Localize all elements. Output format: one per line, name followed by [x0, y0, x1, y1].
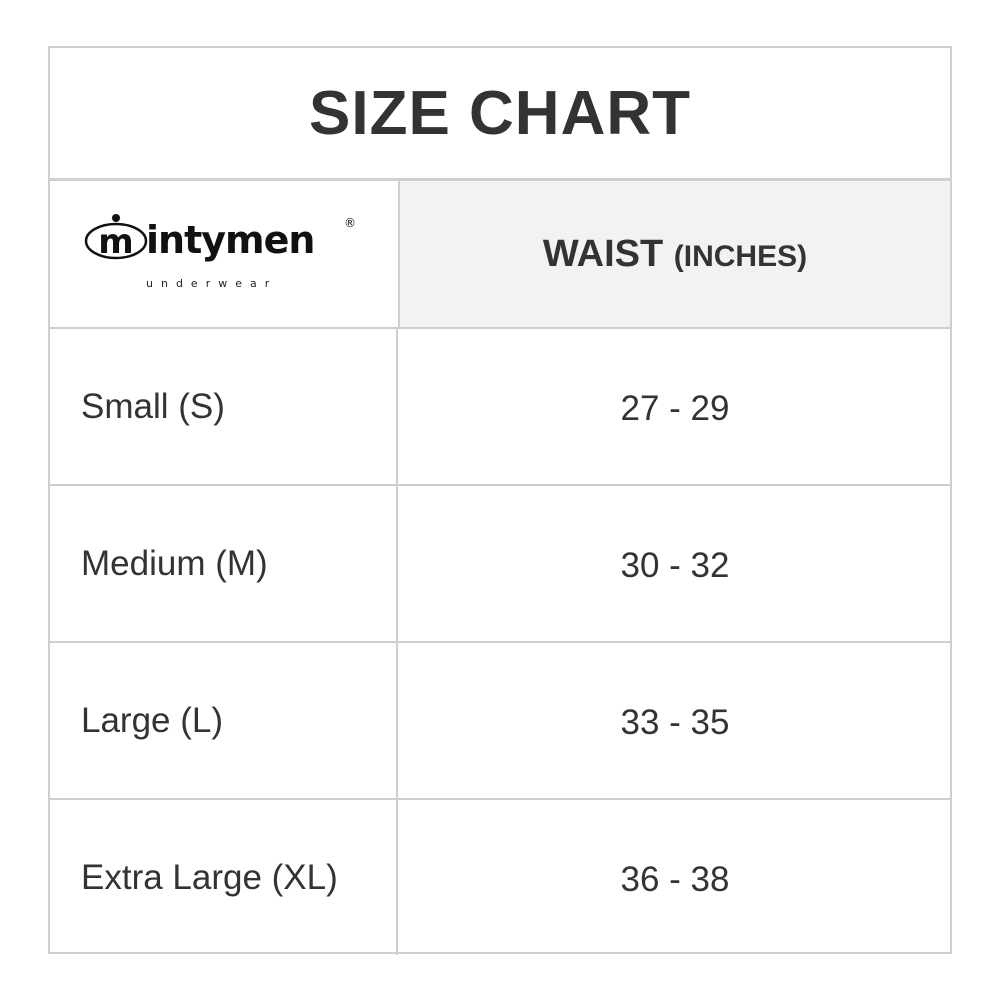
size-label: Medium (M) — [50, 486, 398, 641]
waist-range: 36 - 38 — [620, 859, 730, 899]
title-row: SIZE CHART — [50, 48, 950, 181]
header-row: m intymen ® underwear WAIST (INCHES) — [50, 181, 950, 329]
table-row: Medium (M) 30 - 32 — [50, 486, 950, 643]
size-label: Extra Large (XL) — [50, 800, 398, 955]
table-row: Extra Large (XL) 36 - 38 — [50, 800, 950, 955]
waist-range: 30 - 32 — [620, 545, 730, 585]
size-label: Small (S) — [50, 329, 398, 484]
brand-logo-cell: m intymen ® underwear — [50, 181, 400, 327]
svg-text:underwear: underwear — [146, 277, 277, 290]
waist-header-cell: WAIST (INCHES) — [400, 181, 950, 327]
table-row: Small (S) 27 - 29 — [50, 329, 950, 486]
svg-text:intymen: intymen — [146, 218, 314, 262]
waist-range: 33 - 35 — [620, 702, 730, 742]
brand-logo: m intymen ® underwear — [84, 214, 356, 290]
size-label: Large (L) — [50, 643, 398, 798]
waist-header-label: WAIST — [542, 232, 664, 275]
size-chart-table: SIZE CHART m intymen ® underwear WAIST (… — [48, 46, 952, 955]
page-title: SIZE CHART — [309, 78, 691, 148]
waist-unit-label: (INCHES) — [673, 239, 808, 273]
svg-text:®: ® — [344, 216, 356, 230]
waist-range: 27 - 29 — [620, 388, 730, 428]
table-row: Large (L) 33 - 35 — [50, 643, 950, 800]
svg-text:m: m — [98, 222, 133, 262]
